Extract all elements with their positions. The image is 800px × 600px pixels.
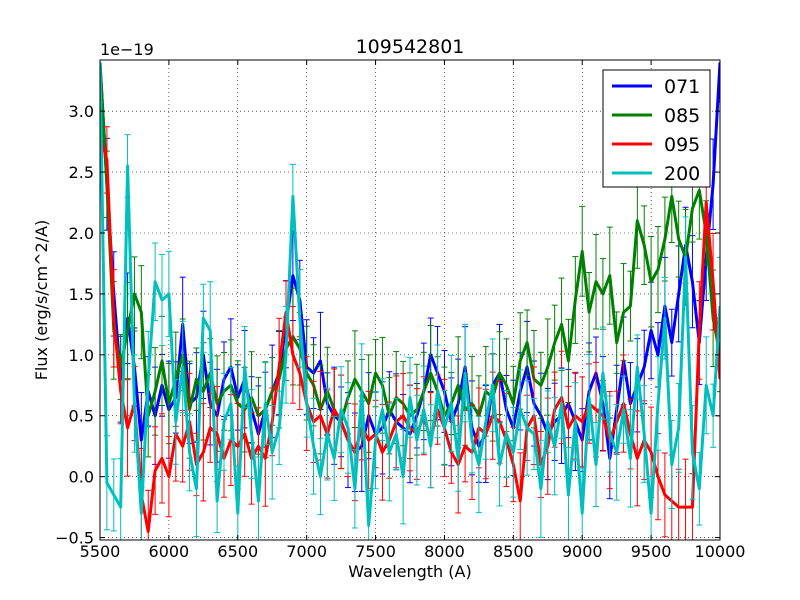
y-tick-label: 2.5 — [69, 163, 94, 182]
x-tick-label: 6000 — [149, 542, 190, 561]
legend-box — [602, 69, 711, 188]
x-axis-title: Wavelength (A) — [348, 562, 471, 581]
x-tick-label: 5500 — [80, 542, 121, 561]
y-axis-title: Flux (erg/s/cm^2/A) — [32, 220, 51, 381]
y-tick-label: −0.5 — [55, 529, 94, 548]
x-tick-label: 6500 — [217, 542, 258, 561]
legend-label-200: 200 — [664, 163, 700, 185]
legend-label-085: 085 — [664, 105, 700, 127]
x-tick-label: 9000 — [562, 542, 603, 561]
y-tick-label: 2.0 — [69, 224, 94, 243]
y-tick-label: 3.0 — [69, 102, 94, 121]
series-line-200 — [100, 62, 720, 527]
y-tick-label: 1.5 — [69, 285, 94, 304]
y-tick-label: 0.0 — [69, 468, 94, 487]
x-tick-label: 10000 — [695, 542, 746, 561]
legend: 071 085 095 200 — [602, 69, 711, 188]
y-offset-label: 1e−19 — [100, 40, 154, 59]
chart-title: 109542801 — [356, 36, 465, 58]
axis-ticks: 5500 6000 6500 7000 7500 8000 8500 9000 9500 1000… — [55, 60, 745, 561]
y-tick-label: 0.5 — [69, 407, 94, 426]
x-tick-label: 7000 — [286, 542, 327, 561]
plot-frame — [99, 59, 721, 541]
x-tick-label: 7500 — [355, 542, 396, 561]
x-tick-label: 9500 — [631, 542, 672, 561]
y-tick-label: 1.0 — [69, 346, 94, 365]
legend-label-095: 095 — [664, 134, 700, 156]
series-200 — [100, 60, 720, 540]
plot-series-area — [100, 60, 720, 540]
x-tick-label: 8500 — [493, 542, 534, 561]
legend-label-071: 071 — [664, 76, 700, 98]
x-tick-label: 8000 — [424, 542, 465, 561]
